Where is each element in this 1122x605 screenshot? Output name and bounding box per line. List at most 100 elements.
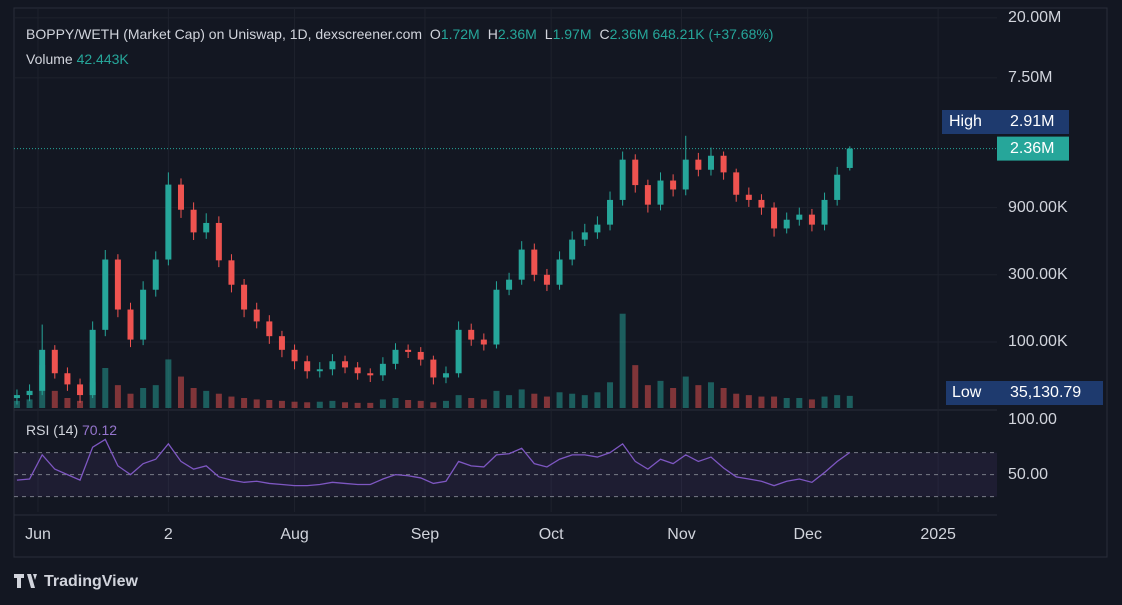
low-tag-box (946, 381, 1103, 405)
candle-body (253, 309, 260, 322)
candle-body (291, 349, 298, 362)
y-tick-label: 100.00K (1008, 333, 1068, 350)
candle-body (102, 259, 109, 330)
candle-body (442, 373, 449, 378)
candle-body (682, 159, 689, 190)
volume-bar (581, 395, 588, 408)
candle-body (758, 199, 765, 208)
volume-bar (417, 400, 424, 408)
candle-body (493, 289, 500, 345)
y-tick-label: 900.00K (1008, 199, 1068, 216)
candle-body (367, 373, 374, 376)
volume-bar (556, 392, 563, 408)
candle-body (228, 260, 235, 285)
volume-bar (51, 390, 58, 408)
volume-bar (720, 388, 727, 408)
volume-bar (594, 392, 601, 408)
volume-bar (783, 398, 790, 408)
volume-bar (695, 385, 702, 408)
candle-body (165, 184, 172, 260)
volume-bar (607, 382, 614, 408)
candle-body (846, 148, 853, 168)
candle-body (417, 351, 424, 360)
y-tick-label: 300.00K (1008, 266, 1068, 283)
candle-body (379, 363, 386, 376)
volume-legend: Volume 42.443K (26, 51, 129, 67)
volume-bar (405, 400, 412, 408)
y-tick-label: 7.50M (1008, 69, 1052, 86)
volume-bar (102, 368, 109, 408)
candle-body (720, 155, 727, 173)
volume-bar (342, 402, 349, 408)
volume-bar (493, 390, 500, 408)
candle-body (77, 384, 84, 396)
candle-body (783, 219, 790, 229)
volume-bar (64, 398, 71, 408)
low-value: 35,130.79 (1010, 384, 1081, 401)
ohlc-value: 2.36M (497, 26, 537, 42)
volume-bar (682, 376, 689, 408)
candle-body (644, 185, 651, 205)
volume-bar (291, 401, 298, 408)
x-tick-label: 2025 (920, 526, 956, 543)
candle-body (89, 329, 96, 396)
candle-body (215, 222, 222, 261)
brand: TradingView (44, 573, 139, 590)
candle-body (808, 214, 815, 225)
volume-bar (165, 359, 172, 408)
volume-bar (392, 398, 399, 408)
volume-bar (632, 365, 639, 408)
volume-bar (834, 395, 841, 408)
candle-body (354, 367, 361, 374)
x-tick-label: Jun (25, 526, 51, 543)
change: 648.21K (+37.68%) (652, 26, 774, 42)
candle-body (695, 159, 702, 170)
volume-bar (518, 389, 525, 408)
volume-bar (177, 376, 184, 408)
candle-body (531, 249, 538, 275)
high-tag-box (942, 110, 1069, 134)
volume-bar (543, 396, 550, 408)
candle-body (796, 214, 803, 220)
rsi-value: 70.12 (82, 422, 118, 438)
candle-body (64, 373, 71, 385)
candle-body (26, 390, 33, 396)
volume-bar (253, 399, 260, 408)
price-label: 2.36M (1010, 140, 1054, 157)
volume-bar (215, 393, 222, 408)
candle-body (316, 369, 323, 372)
volume-bar (707, 382, 714, 408)
x-tick-label: 2 (164, 526, 173, 543)
rsi-line (16, 438, 851, 487)
x-tick-label: Nov (667, 526, 695, 543)
candle-body (632, 159, 639, 186)
low-tag: Low (952, 384, 982, 401)
volume-bar (619, 313, 626, 408)
candle-body (594, 224, 601, 233)
volume-bar (152, 385, 159, 408)
volume-bar (644, 385, 651, 408)
candle-body (329, 361, 336, 370)
candle-body (771, 207, 778, 229)
candle-body (468, 329, 475, 340)
x-tick-label: Sep (411, 526, 440, 543)
candle-body (51, 349, 58, 374)
candle-body (506, 279, 513, 290)
volume-bar (140, 388, 147, 408)
volume-bar (846, 395, 853, 408)
volume-bar (354, 402, 361, 408)
candle-body (203, 222, 210, 233)
volume-bar (228, 396, 235, 408)
ohlc-key: C (599, 26, 610, 42)
volume-bar (26, 399, 33, 408)
candle-body (518, 249, 525, 280)
volume-title: Volume (26, 51, 73, 67)
candle-body (821, 199, 828, 225)
candle-body (114, 259, 121, 310)
x-tick-label: Dec (793, 526, 821, 543)
ohlc-legend: O1.72M H2.36M L1.97M C2.36M (426, 26, 649, 42)
volume-bar (506, 395, 513, 408)
ohlc-value: 1.97M (552, 26, 592, 42)
volume-bar (808, 399, 815, 408)
